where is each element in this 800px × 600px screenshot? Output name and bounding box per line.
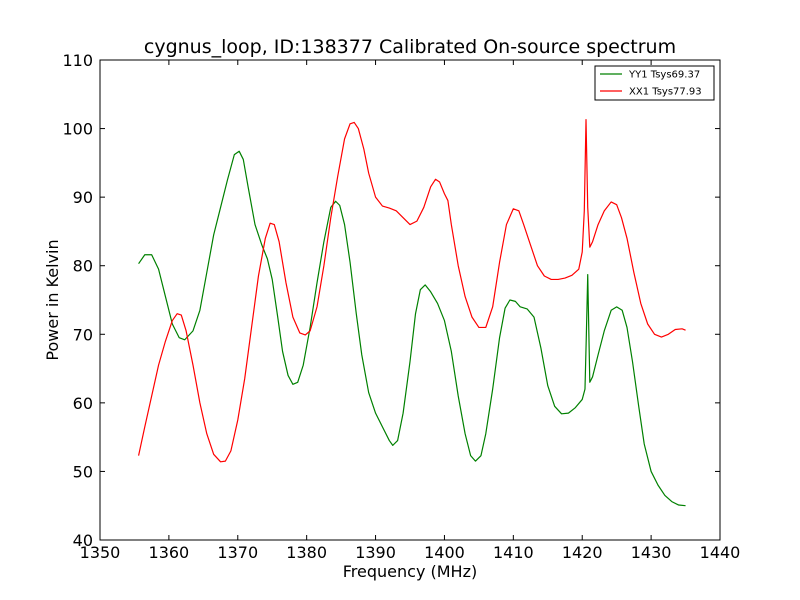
x-tick-label: 1420 [562, 543, 603, 562]
legend: YY1 Tsys69.37 XX1 Tsys77.93 [594, 65, 715, 101]
ticks-layer: 1350 1360 1370 1380 1390 1400 1410 1420 1430 1440… [62, 51, 740, 562]
x-tick-label: 1350 [80, 543, 121, 562]
y-tick-label: 40 [73, 531, 93, 550]
legend-box [594, 65, 715, 101]
series-line-2 [137, 119, 686, 463]
y-tick-label: 110 [62, 51, 93, 70]
x-tick-label: 1360 [149, 543, 190, 562]
y-tick-label: 90 [73, 188, 93, 207]
y-tick-label: 70 [73, 325, 93, 344]
x-tick-label: 1390 [355, 543, 396, 562]
y-tick-label: 60 [73, 394, 93, 413]
x-tick-label: 1380 [286, 543, 327, 562]
x-tick-label: 1370 [217, 543, 258, 562]
x-tick-label: 1430 [631, 543, 672, 562]
chart-title: cygnus_loop, ID:138377 Calibrated On-sou… [144, 36, 676, 58]
x-axis-label: Frequency (MHz) [343, 562, 477, 581]
legend-label-2: XX1 Tsys77.93 [629, 87, 702, 98]
plot-frame [99, 59, 721, 541]
x-tick-label: 1410 [493, 543, 534, 562]
series-line-1 [138, 150, 686, 507]
y-axis-label: Power in Kelvin [43, 239, 62, 360]
y-tick-label: 80 [73, 257, 93, 276]
y-tick-label: 50 [73, 462, 93, 481]
y-tick-label: 100 [62, 120, 93, 139]
series-layer [137, 119, 686, 507]
x-tick-label: 1400 [424, 543, 465, 562]
x-tick-label: 1440 [700, 543, 741, 562]
legend-label-1: YY1 Tsys69.37 [628, 70, 700, 81]
